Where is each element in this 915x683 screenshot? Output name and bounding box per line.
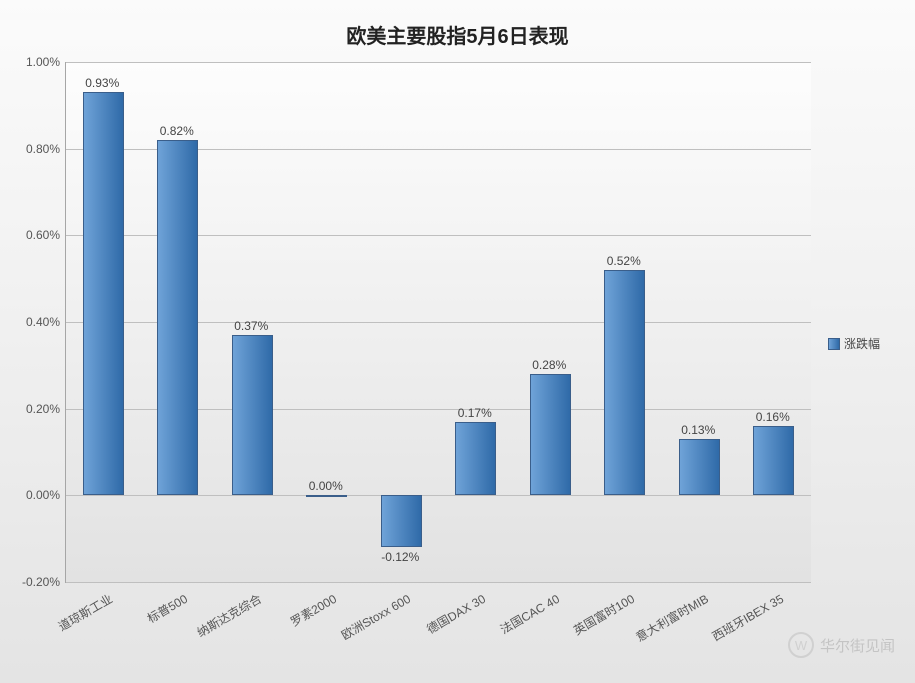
gridline xyxy=(66,495,811,496)
data-label: 0.13% xyxy=(661,423,736,437)
data-label: 0.82% xyxy=(140,124,215,138)
data-label: 0.28% xyxy=(512,358,587,372)
gridline xyxy=(66,582,811,583)
chart-title: 欧美主要股指5月6日表现 xyxy=(0,20,915,49)
bar xyxy=(232,335,273,495)
x-tick-label: 纳斯达克综合 xyxy=(194,590,265,641)
x-tick-label: 欧洲Stoxx 600 xyxy=(338,590,414,643)
bar xyxy=(455,422,496,496)
x-tick-label: 意大利富时MIB xyxy=(633,590,712,645)
data-label: 0.17% xyxy=(438,406,513,420)
gridline xyxy=(66,62,811,63)
bar xyxy=(157,140,198,495)
x-tick-label: 德国DAX 30 xyxy=(423,590,488,637)
y-tick-label: 0.00% xyxy=(0,488,60,502)
data-label: 0.37% xyxy=(214,319,289,333)
y-tick-label: 1.00% xyxy=(0,55,60,69)
x-tick-label: 英国富时100 xyxy=(570,590,637,639)
x-tick-label: 道琼斯工业 xyxy=(55,590,115,635)
bar xyxy=(679,439,720,495)
x-tick-label: 西班牙IBEX 35 xyxy=(708,590,786,645)
x-tick-label: 罗素2000 xyxy=(287,590,339,630)
chart-container: 欧美主要股指5月6日表现 涨跌幅 W 华尔街见闻 -0.20% 0.00% 0.20… xyxy=(0,0,915,683)
data-label: -0.12% xyxy=(363,550,438,564)
bar xyxy=(306,495,347,497)
bar xyxy=(604,270,645,495)
y-tick-label: 0.40% xyxy=(0,315,60,329)
data-label: 0.52% xyxy=(587,254,662,268)
watermark-logo-icon: W xyxy=(788,632,814,658)
bar xyxy=(530,374,571,495)
bar xyxy=(83,92,124,495)
x-tick-label: 标普500 xyxy=(144,590,191,627)
y-tick-label: 0.80% xyxy=(0,142,60,156)
bar xyxy=(381,495,422,547)
bar xyxy=(753,426,794,495)
legend: 涨跌幅 xyxy=(828,335,880,352)
watermark: W 华尔街见闻 xyxy=(788,632,895,658)
x-tick-label: 法国CAC 40 xyxy=(497,590,563,638)
plot-area xyxy=(65,62,811,583)
legend-label: 涨跌幅 xyxy=(844,335,880,352)
legend-swatch xyxy=(828,338,840,350)
data-label: 0.00% xyxy=(289,479,364,493)
data-label: 0.16% xyxy=(736,410,811,424)
data-label: 0.93% xyxy=(65,76,140,90)
y-tick-label: 0.60% xyxy=(0,228,60,242)
watermark-text: 华尔街见闻 xyxy=(820,635,895,656)
y-tick-label: 0.20% xyxy=(0,402,60,416)
y-tick-label: -0.20% xyxy=(0,575,60,589)
